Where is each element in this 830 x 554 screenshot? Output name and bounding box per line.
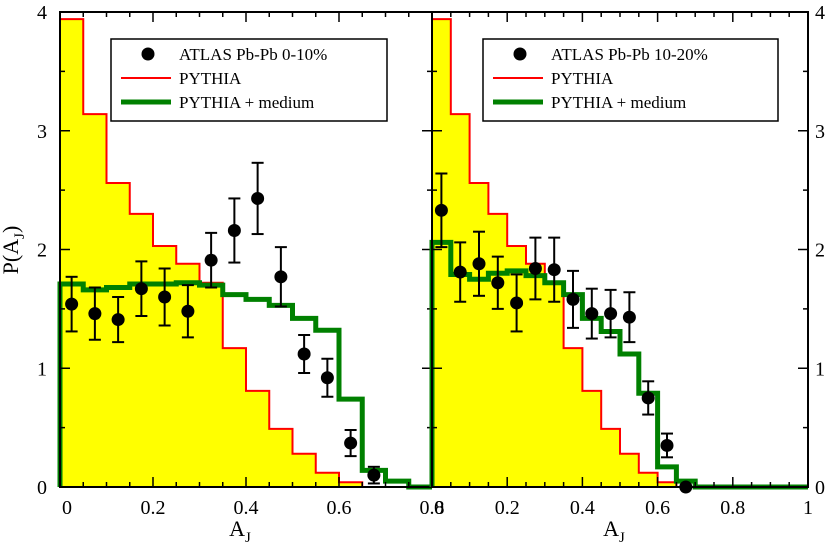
atlas-data-point — [88, 307, 102, 321]
atlas-data-point — [204, 253, 218, 267]
x-axis-label: AJ — [229, 516, 251, 546]
y-axis-label: P(AJ) — [0, 226, 28, 275]
x-tick-label: 0.8 — [720, 497, 745, 519]
x-tick-label: 1 — [803, 497, 813, 519]
atlas-data-point — [367, 468, 381, 482]
atlas-data-point — [566, 292, 580, 306]
atlas-data-point — [65, 297, 79, 311]
atlas-data-point — [585, 307, 599, 321]
atlas-data-point — [181, 304, 195, 318]
legend: ATLAS Pb-Pb 0-10% PYTHIA PYTHIA + medium — [110, 38, 388, 122]
legend-entry-label: ATLAS Pb-Pb 10-20% — [551, 45, 708, 64]
x-tick-label: 0.2 — [141, 497, 166, 519]
atlas-data-point — [453, 265, 467, 279]
x-tick-label: 0.8 — [420, 497, 445, 519]
y-tick-label: 0 — [815, 477, 825, 499]
pythia-fill-area — [432, 19, 808, 487]
y-tick-label: 2 — [37, 240, 47, 262]
legend-entry-label: PYTHIA — [179, 69, 242, 88]
legend-entry-label: PYTHIA + medium — [179, 93, 314, 112]
atlas-data-point — [528, 262, 542, 275]
y-tick-label: 3 — [815, 121, 825, 143]
x-tick-label: 0.6 — [327, 497, 352, 519]
legend-box — [110, 38, 388, 122]
atlas-data-point — [547, 263, 561, 277]
atlas-data-point — [622, 310, 636, 324]
atlas-data-point — [227, 224, 241, 237]
legend-entry-label: PYTHIA — [551, 69, 614, 88]
x-tick-label: 0.4 — [234, 497, 259, 519]
x-tick-label: 0.6 — [645, 497, 670, 519]
y-tick-label: 1 — [815, 358, 825, 380]
atlas-data-point — [251, 191, 265, 205]
x-axis-label-main: A — [229, 516, 245, 541]
atlas-data-point — [274, 270, 288, 284]
y-tick-label: 3 — [37, 121, 47, 143]
x-tick-label: 0.2 — [495, 497, 520, 519]
atlas-data-point — [641, 391, 655, 405]
y-axis-label-subscript: J — [12, 233, 28, 239]
y-tick-label: 4 — [37, 2, 47, 24]
atlas-data-point — [297, 347, 311, 361]
x-axis-label-main: A — [603, 516, 619, 541]
legend-box — [482, 38, 779, 122]
atlas-data-point — [491, 276, 505, 290]
atlas-data-point — [344, 436, 358, 450]
x-axis-label: AJ — [603, 516, 625, 546]
x-axis-label-subscript: J — [245, 530, 251, 546]
y-tick-label: 1 — [37, 358, 47, 380]
x-tick-label: 0 — [62, 497, 72, 519]
legend: ATLAS Pb-Pb 10-20% PYTHIA PYTHIA + medium — [482, 38, 779, 122]
x-tick-label: 0.4 — [570, 497, 595, 519]
y-tick-label: 4 — [815, 2, 825, 24]
atlas-data-point — [604, 307, 618, 321]
y-tick-label: 0 — [37, 477, 47, 499]
atlas-data-point — [510, 296, 524, 310]
medium-step-line — [57, 280, 432, 490]
y-axis-label-close: ) — [0, 226, 23, 233]
pythia-fill-area — [60, 19, 432, 487]
atlas-data-point — [320, 371, 334, 385]
legend-entry-label: ATLAS Pb-Pb 0-10% — [179, 45, 327, 64]
atlas-data-point — [660, 438, 674, 452]
y-axis-label-main: P(A — [0, 239, 23, 275]
x-tick-label: 0 — [434, 497, 444, 519]
legend-entry-label: PYTHIA + medium — [551, 93, 686, 112]
atlas-data-point — [158, 290, 172, 304]
x-axis-label-subscript: J — [619, 530, 625, 546]
y-tick-label: 2 — [815, 240, 825, 262]
atlas-data-point — [472, 257, 486, 271]
axis-labels: AJ AJP(AJ) — [0, 226, 625, 546]
atlas-data-point — [111, 313, 125, 327]
atlas-data-point — [134, 282, 148, 296]
legend-atlas-marker — [141, 47, 155, 61]
atlas-data-point — [434, 203, 448, 217]
legend-atlas-marker — [513, 47, 527, 61]
